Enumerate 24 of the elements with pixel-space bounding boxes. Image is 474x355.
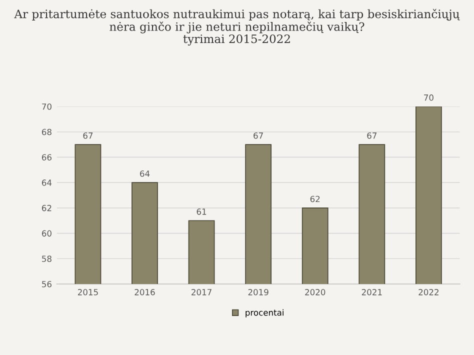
x-tick-label: 2022 (418, 289, 438, 296)
x-tick-label: 2016 (134, 289, 155, 296)
x-tick-label: 2015 (78, 289, 98, 296)
data-label: 67 (367, 132, 376, 139)
y-tick-label: 56 (42, 280, 52, 288)
data-label: 64 (140, 170, 150, 177)
data-label: 67 (83, 132, 93, 139)
x-tick-label: 2020 (305, 289, 326, 296)
y-tick-label: 64 (42, 180, 52, 186)
x-tick-label: 2017 (192, 289, 212, 296)
y-tick-label: 58 (42, 256, 52, 262)
data-label: 62 (310, 196, 320, 202)
data-label: 61 (196, 208, 206, 215)
chart-title: Ar pritartumėte santuokos nutraukimui pas notarą, kai tarp besiskiriančiųjų nėra ginčo ir jie neturi nepilnamečių vaikų? tyrimai 2015-2022 (14, 8, 460, 46)
y-tick-label: 60 (42, 230, 52, 237)
y-tick-label: 68 (42, 128, 52, 136)
y-tick-label: 70 (42, 103, 52, 110)
y-tick-label: 66 (42, 154, 52, 160)
legend-label: procentai (246, 309, 284, 318)
x-tick-label: 2021 (362, 289, 382, 296)
data-label: 67 (254, 132, 263, 139)
data-label: 70 (424, 94, 434, 101)
x-tick-label: 2019 (248, 289, 268, 296)
y-tick-label: 62 (42, 204, 52, 212)
